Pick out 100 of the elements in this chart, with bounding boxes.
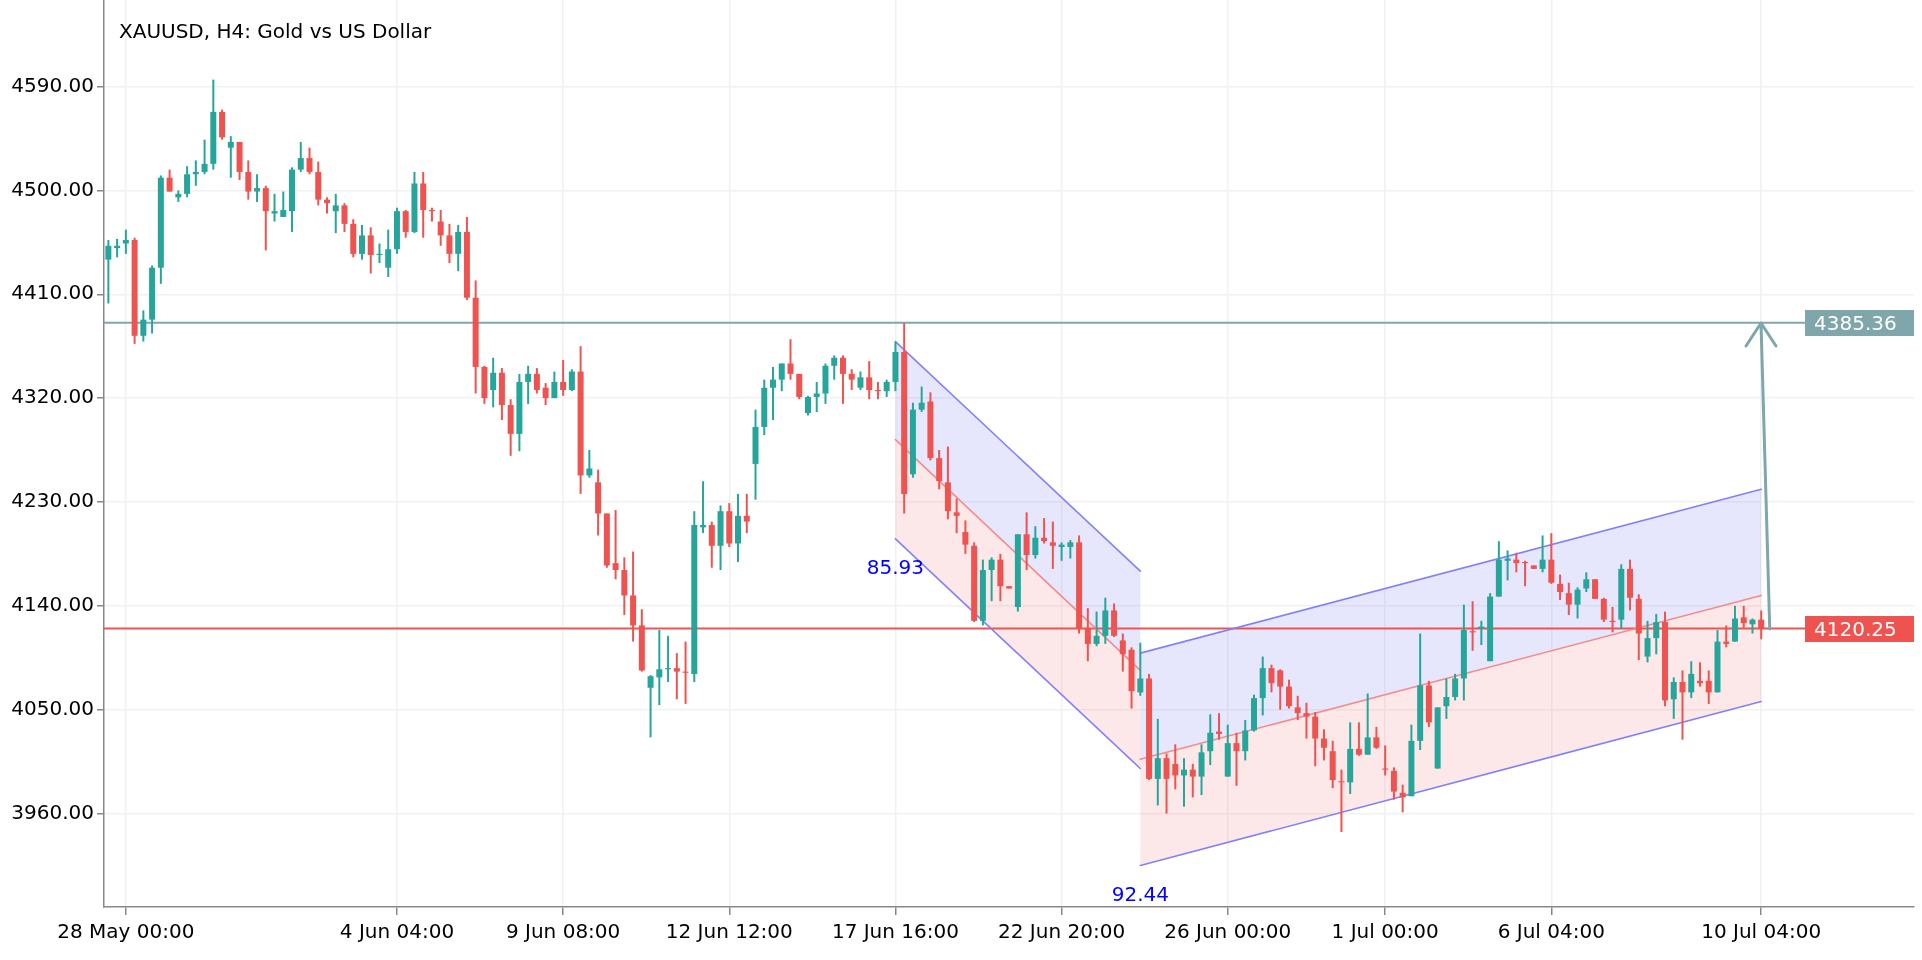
candlestick xyxy=(708,520,715,569)
candlestick xyxy=(1032,525,1039,560)
candlestick xyxy=(1688,660,1695,700)
y-tick-label: 4590.00 xyxy=(11,72,94,97)
candlestick xyxy=(656,629,663,707)
candlestick xyxy=(804,394,811,417)
candlestick xyxy=(1049,520,1056,570)
candlestick xyxy=(1207,713,1214,767)
candlestick xyxy=(1731,604,1738,643)
candlestick xyxy=(1172,743,1179,791)
y-tick-label: 4320.00 xyxy=(11,384,94,409)
candlestick xyxy=(1644,619,1651,664)
y-tick-label: 4230.00 xyxy=(11,488,94,513)
candlestick xyxy=(1023,511,1030,572)
annotation: 85.93 xyxy=(866,555,925,580)
candlestick xyxy=(839,354,846,405)
x-tick-label: 9 Jun 08:00 xyxy=(505,919,621,944)
candlestick xyxy=(1443,677,1450,720)
candlestick xyxy=(787,338,794,381)
candlestick xyxy=(770,365,777,422)
candlestick xyxy=(254,173,261,203)
candlestick xyxy=(1277,668,1284,711)
candlestick xyxy=(227,135,234,179)
candlestick xyxy=(385,228,392,278)
candlestick xyxy=(1583,571,1590,593)
candlestick xyxy=(402,209,409,239)
candlestick xyxy=(358,224,365,261)
candlestick xyxy=(341,202,348,233)
candlestick xyxy=(533,367,540,395)
candlestick xyxy=(918,385,925,413)
candlestick xyxy=(1390,766,1397,801)
candlestick xyxy=(140,309,147,343)
candlestick xyxy=(1574,586,1581,620)
candlestick xyxy=(953,497,960,535)
x-tick-label: 1 Jul 00:00 xyxy=(1331,919,1439,944)
candlestick xyxy=(105,239,112,305)
candlestick xyxy=(262,184,269,252)
candlestick xyxy=(166,168,173,193)
candlestick xyxy=(184,165,191,199)
candlestick xyxy=(1670,676,1677,720)
x-tick-label: 17 Jun 16:00 xyxy=(831,919,959,944)
candlestick xyxy=(673,652,680,701)
candlestick xyxy=(848,368,855,392)
candlestick xyxy=(1093,610,1100,648)
candlestick xyxy=(1067,539,1074,560)
annotation: 92.44 xyxy=(1111,881,1169,906)
candlestick xyxy=(297,140,304,173)
text: XAUUSD, H4: Gold vs US Dollar xyxy=(119,19,432,44)
candlestick xyxy=(857,370,864,392)
x-tick-label: 12 Jun 12:00 xyxy=(665,919,793,944)
ref-line-label: 4120.25 xyxy=(1814,615,1897,642)
candlestick xyxy=(1285,678,1292,710)
candlestick xyxy=(1119,632,1126,673)
candlestick xyxy=(201,138,208,176)
candlestick xyxy=(1312,710,1319,768)
candlestick xyxy=(1679,669,1686,741)
candlestick xyxy=(245,159,252,201)
candlestick xyxy=(1163,752,1170,815)
candlestick xyxy=(1705,669,1712,705)
candlestick xyxy=(962,519,969,555)
candlestick xyxy=(1242,719,1249,762)
candlestick xyxy=(936,449,943,491)
candlestick xyxy=(551,370,558,400)
candlestick xyxy=(1303,701,1310,740)
candlestick xyxy=(1600,596,1607,623)
y-tick-label: 4500.00 xyxy=(11,176,94,201)
candlestick xyxy=(612,509,619,581)
candlestick xyxy=(367,226,374,275)
y-tick-label: 4140.00 xyxy=(11,592,94,617)
candlestick xyxy=(778,362,785,393)
x-tick-label: 10 Jul 04:00 xyxy=(1701,919,1822,944)
candlestick xyxy=(988,556,995,603)
y-tick-label: 4410.00 xyxy=(11,280,94,305)
candlestick xyxy=(1355,721,1362,757)
candlestick xyxy=(542,382,549,407)
candlestick xyxy=(306,146,313,176)
candlestick xyxy=(332,192,339,235)
candlestick xyxy=(1539,534,1546,574)
candlestick xyxy=(568,368,575,393)
candlestick xyxy=(1268,663,1275,694)
y-tick-label: 3960.00 xyxy=(11,799,94,824)
candlestick xyxy=(560,359,567,397)
candlestick xyxy=(1653,612,1660,656)
candlestick xyxy=(1548,532,1555,585)
candlestick xyxy=(1233,731,1240,787)
candlestick xyxy=(1137,641,1144,697)
x-tick-label: 4 Jun 04:00 xyxy=(339,919,455,944)
candlestick xyxy=(525,364,532,405)
candlestick xyxy=(1364,692,1371,756)
x-tick-label: 28 May 00:00 xyxy=(57,919,195,944)
candlestick xyxy=(1294,694,1301,722)
y-tick-label: 4050.00 xyxy=(11,695,94,720)
candlestick xyxy=(1452,672,1459,702)
candlestick xyxy=(743,492,750,535)
candlestick xyxy=(455,224,462,273)
candlestick xyxy=(1592,578,1599,600)
ref-line-label: 4385.36 xyxy=(1814,309,1897,336)
candlestick xyxy=(831,354,838,381)
candlestick xyxy=(1189,762,1196,799)
x-tick-label: 26 Jun 00:00 xyxy=(1164,919,1292,944)
